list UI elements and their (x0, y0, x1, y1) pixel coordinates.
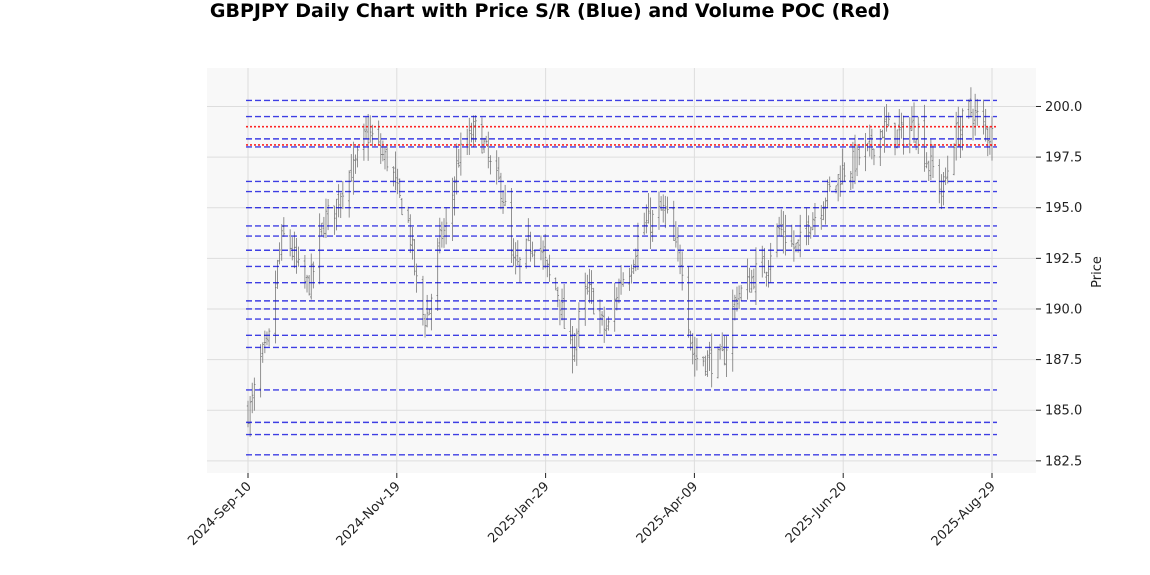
price-levels (246, 99, 997, 456)
x-tick-label: 2025-Jun-20 (783, 479, 850, 546)
y-axis: 182.5 185.0 187.5 190.0 192.5 195.0 197.5 200.0 (1036, 100, 1082, 469)
y-tick-label: 185.0 (1045, 404, 1082, 419)
x-tick-label: 2024-Nov-19 (334, 479, 404, 549)
x-tick-label: 2025-Jan-29 (485, 479, 552, 546)
y-tick-label: 187.5 (1045, 353, 1082, 368)
y-tick-label: 192.5 (1045, 252, 1082, 267)
chart-title: GBPJPY Daily Chart with Price S/R (Blue)… (209, 0, 891, 22)
x-axis: 2024-Sep-10 2024-Nov-19 2025-Jan-29 2025-Ap… (185, 473, 999, 549)
plot-area (207, 68, 1036, 473)
x-tick-label: 2024-Sep-10 (185, 479, 255, 549)
ohlc-bars (246, 87, 994, 437)
y-tick-label: 182.5 (1045, 454, 1082, 469)
y-tick-label: 190.0 (1045, 302, 1082, 317)
x-tick-label: 2025-Apr-09 (634, 479, 701, 546)
y-tick-label: 200.0 (1045, 100, 1082, 115)
y-axis-label: Price (1090, 256, 1105, 288)
y-tick-label: 197.5 (1045, 151, 1082, 166)
x-tick-label: 2025-Aug-29 (929, 479, 999, 549)
y-tick-label: 195.0 (1045, 201, 1082, 216)
